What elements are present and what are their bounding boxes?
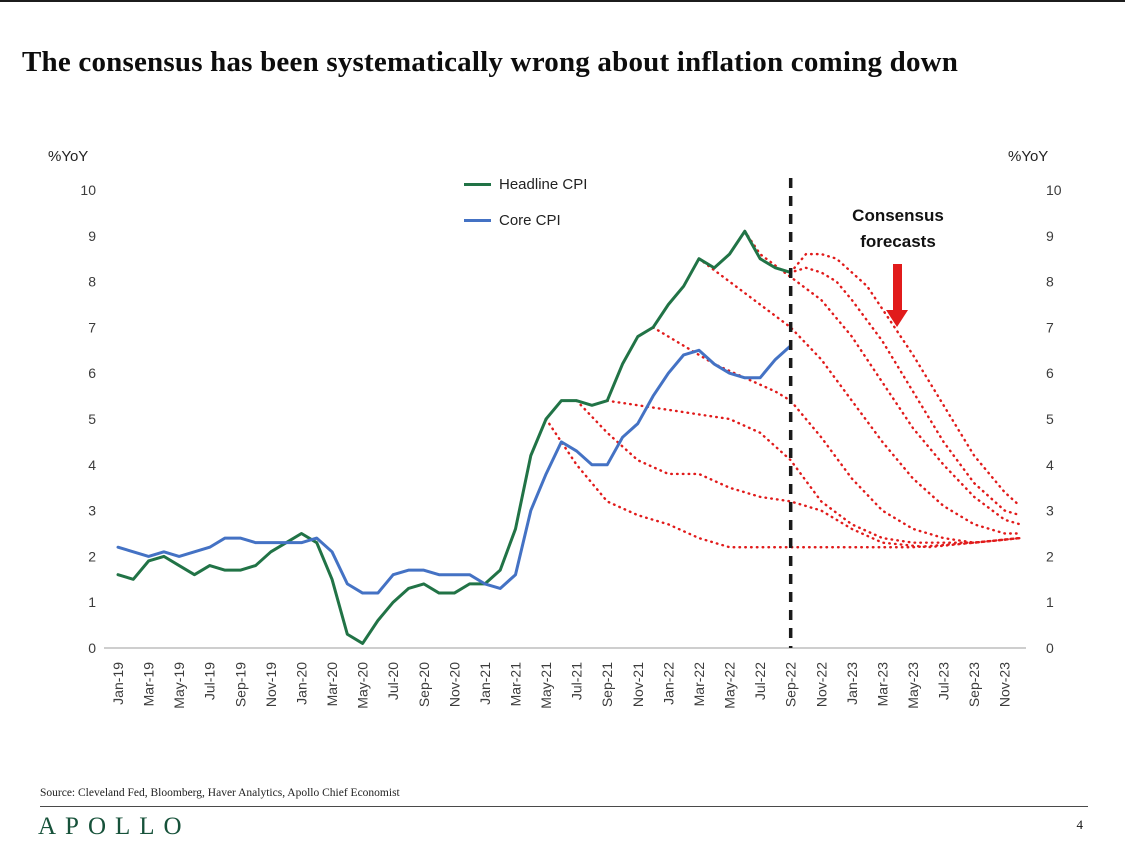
x-tick-label: Mar-22 — [691, 662, 707, 707]
forecast-line-vintage-2 — [575, 399, 1022, 549]
x-tick-label: Jan-22 — [660, 662, 676, 705]
x-tick-label: Mar-19 — [141, 662, 157, 707]
x-tick-label: Sep-21 — [599, 662, 615, 707]
y-tick-label-right: 6 — [1046, 365, 1054, 381]
y-tick-label-right: 3 — [1046, 503, 1054, 519]
x-tick-label: Jan-20 — [293, 662, 309, 705]
x-tick-label: Mar-23 — [874, 662, 890, 707]
cpi-chart: 0 0 1 1 2 2 3 3 4 4 5 5 6 6 7 7 8 8 9 9 10 10 Jan-19 Mar-19 May-… — [80, 178, 1062, 709]
y-tick-label-left: 10 — [80, 182, 96, 198]
y-tick-label-right: 2 — [1046, 548, 1054, 564]
y-tick-label-left: 1 — [88, 594, 96, 610]
x-tick-label: May-19 — [171, 662, 187, 709]
y-tick-label-right: 8 — [1046, 274, 1054, 290]
y-tick-label-left: 5 — [88, 411, 96, 427]
headline-cpi-line — [116, 229, 793, 645]
x-tick-label: Sep-20 — [416, 662, 432, 707]
page-title: The consensus has been systematically wr… — [22, 46, 959, 78]
y-axis-unit-left: %YoY — [48, 148, 89, 165]
y-tick-label-right: 5 — [1046, 411, 1054, 427]
forecast-line-vintage-3 — [606, 399, 1022, 544]
page-number: 4 — [1076, 817, 1084, 832]
x-tick-label: Sep-23 — [966, 662, 982, 707]
x-tick-label: Sep-22 — [783, 662, 799, 707]
y-tick-label-right: 4 — [1046, 457, 1054, 473]
x-tick-label: May-23 — [905, 662, 921, 709]
core-cpi-line — [116, 344, 793, 595]
y-tick-label-left: 0 — [88, 640, 96, 656]
legend-label-headline-cpi: Headline CPI — [499, 176, 588, 193]
y-tick-label-left: 7 — [88, 319, 96, 335]
x-tick-label: Jan-23 — [844, 662, 860, 705]
legend-label-core-cpi: Core CPI — [499, 212, 561, 229]
y-tick-label-left: 6 — [88, 365, 96, 381]
x-tick-label: Mar-20 — [324, 662, 340, 707]
x-tick-label: Jul-23 — [936, 662, 952, 700]
y-tick-label-left: 3 — [88, 503, 96, 519]
forecast-line-vintage-7 — [743, 230, 1022, 517]
legend-item-core-cpi: Core CPI — [464, 212, 561, 229]
x-tick-label: Nov-22 — [813, 662, 829, 707]
forecast-line-vintage-6 — [743, 230, 1022, 526]
source-note: Source: Cleveland Fed, Bloomberg, Haver … — [40, 787, 400, 799]
core-cpi-swatch — [464, 219, 491, 222]
x-tick-label: Nov-23 — [997, 662, 1013, 707]
x-tick-label: Nov-21 — [630, 662, 646, 707]
x-tick-label: Jul-19 — [202, 662, 218, 700]
x-tick-label: May-22 — [722, 662, 738, 709]
y-tick-label-right: 0 — [1046, 640, 1054, 656]
x-tick-label: May-20 — [355, 662, 371, 709]
forecast-line-vintage-5 — [697, 257, 1022, 535]
top-rule — [0, 0, 1125, 2]
forecast-line-vintage-8 — [789, 252, 1022, 508]
headline-cpi-swatch — [464, 183, 491, 186]
y-tick-label-left: 8 — [88, 274, 96, 290]
legend-item-headline-cpi: Headline CPI — [464, 176, 587, 193]
x-tick-label: Sep-19 — [232, 662, 248, 707]
consensus-forecasts-annotation: Consensus forecasts — [852, 206, 944, 252]
y-tick-label-left: 2 — [88, 548, 96, 564]
y-axis-unit-right: %YoY — [1008, 148, 1049, 165]
forecast-line-vintage-1 — [544, 417, 1022, 549]
x-tick-label: Jul-20 — [385, 662, 401, 700]
apollo-logo: APOLLO — [38, 813, 191, 840]
y-tick-label-right: 1 — [1046, 594, 1054, 610]
y-tick-label-left: 4 — [88, 457, 96, 473]
x-tick-label: Nov-20 — [446, 662, 462, 707]
y-tick-label-right: 9 — [1046, 228, 1054, 244]
x-tick-label: Mar-21 — [507, 662, 523, 707]
y-tick-label-left: 9 — [88, 228, 96, 244]
x-tick-label: Nov-19 — [263, 662, 279, 707]
x-tick-label: Jul-21 — [569, 662, 585, 700]
x-tick-label: Jan-21 — [477, 662, 493, 705]
x-tick-label: May-21 — [538, 662, 554, 709]
footer-rule — [40, 806, 1088, 807]
x-tick-label: Jan-19 — [110, 662, 126, 705]
y-tick-label-right: 10 — [1046, 182, 1062, 198]
x-tick-label: Jul-22 — [752, 662, 768, 700]
consensus-arrow-body-icon — [893, 264, 902, 312]
y-tick-label-right: 7 — [1046, 319, 1054, 335]
